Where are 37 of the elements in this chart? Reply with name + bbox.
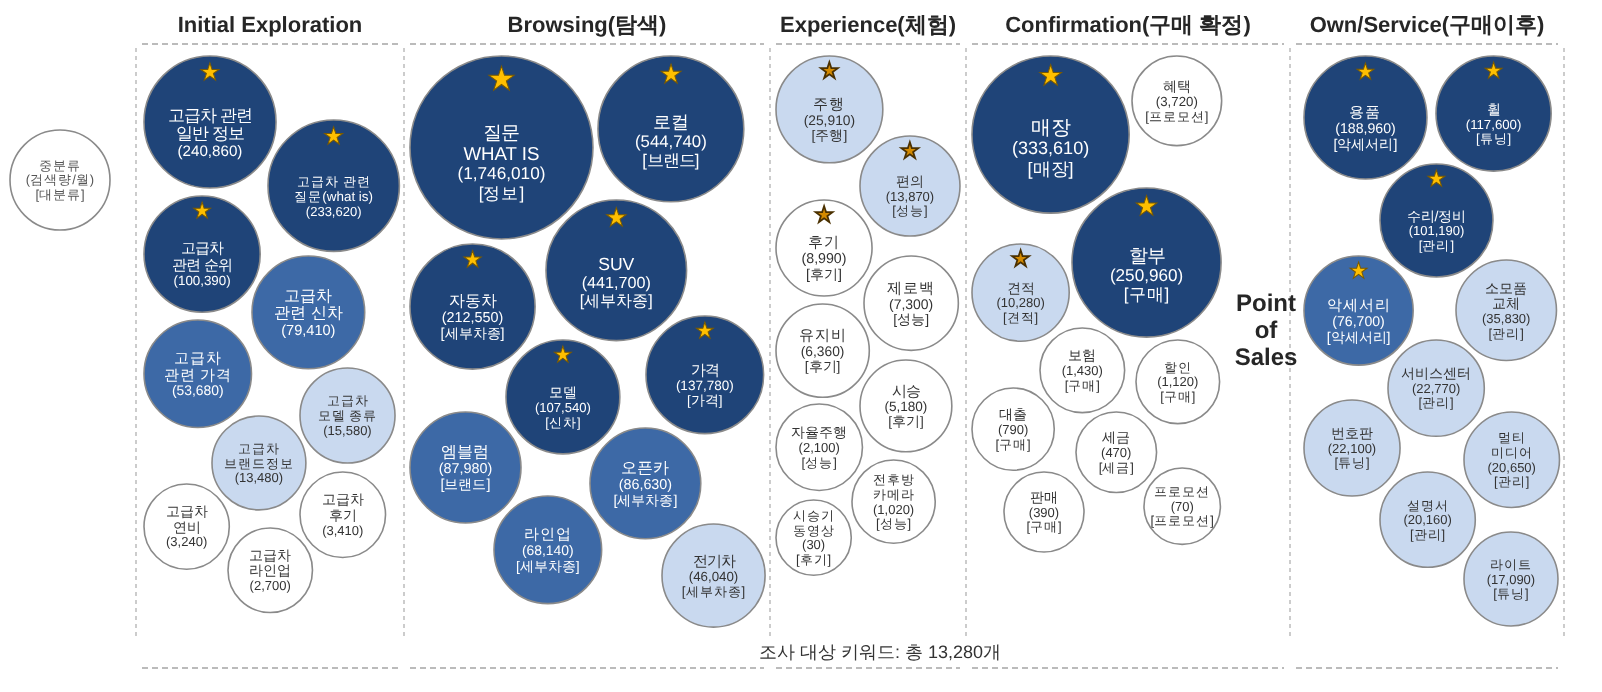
text: ★ bbox=[192, 198, 212, 225]
text: ★ bbox=[486, 59, 517, 98]
category-label: 매장 bbox=[1030, 117, 1071, 140]
text: Experience(체험) bbox=[779, 14, 957, 38]
text: ★ bbox=[553, 342, 573, 369]
data-label: (441,700) [세부차종] bbox=[579, 273, 653, 311]
text: ★ bbox=[323, 122, 345, 151]
text: ★ bbox=[1355, 58, 1376, 85]
text: Point of Sales bbox=[1234, 289, 1299, 372]
text: 조사 대상 키워드: 총 13,280개 bbox=[758, 642, 1002, 662]
category-label: 질문 WHAT IS bbox=[463, 122, 540, 164]
text: ★ bbox=[1348, 258, 1369, 285]
text: ★ bbox=[819, 58, 840, 85]
text: ★ bbox=[199, 58, 221, 87]
text: ★ bbox=[1010, 246, 1031, 273]
category-label: 고급차 관련 일반 정보 bbox=[167, 106, 253, 144]
text: ★ bbox=[1037, 60, 1064, 93]
category-label: 로컬 bbox=[652, 112, 689, 133]
category-label: 할부 bbox=[1128, 245, 1165, 266]
text: Browsing(탐색) bbox=[507, 14, 668, 38]
text: ★ bbox=[462, 246, 483, 273]
text: Confirmation(구매 확정) bbox=[1005, 14, 1252, 38]
text: ★ bbox=[1426, 166, 1447, 193]
text: ★ bbox=[1134, 193, 1159, 224]
category-label: SUV bbox=[598, 253, 635, 274]
text: Own/Service(구매이후) bbox=[1309, 14, 1546, 38]
text: ★ bbox=[814, 202, 834, 229]
text: Initial Exploration bbox=[177, 14, 363, 38]
text: ★ bbox=[900, 138, 920, 165]
data-label: (333,610) [매장] bbox=[1011, 138, 1090, 179]
data-label: (250,960) [구매] bbox=[1109, 265, 1184, 305]
data-label: (1,746,010) [정보] bbox=[457, 163, 546, 203]
text: ★ bbox=[694, 318, 715, 345]
text: ★ bbox=[1483, 58, 1504, 85]
text: ★ bbox=[604, 201, 628, 232]
data-label: (544,740) [브랜드] bbox=[635, 131, 708, 171]
text: ★ bbox=[659, 60, 683, 91]
